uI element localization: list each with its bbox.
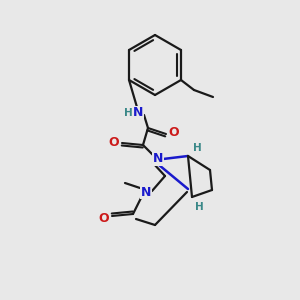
Text: O: O (169, 127, 179, 140)
Text: O: O (109, 136, 119, 148)
Text: H: H (195, 202, 203, 212)
Text: N: N (153, 152, 163, 166)
Text: O: O (99, 212, 109, 224)
Text: H: H (124, 108, 132, 118)
Text: N: N (133, 106, 143, 119)
Text: H: H (193, 143, 201, 153)
Text: N: N (141, 185, 151, 199)
